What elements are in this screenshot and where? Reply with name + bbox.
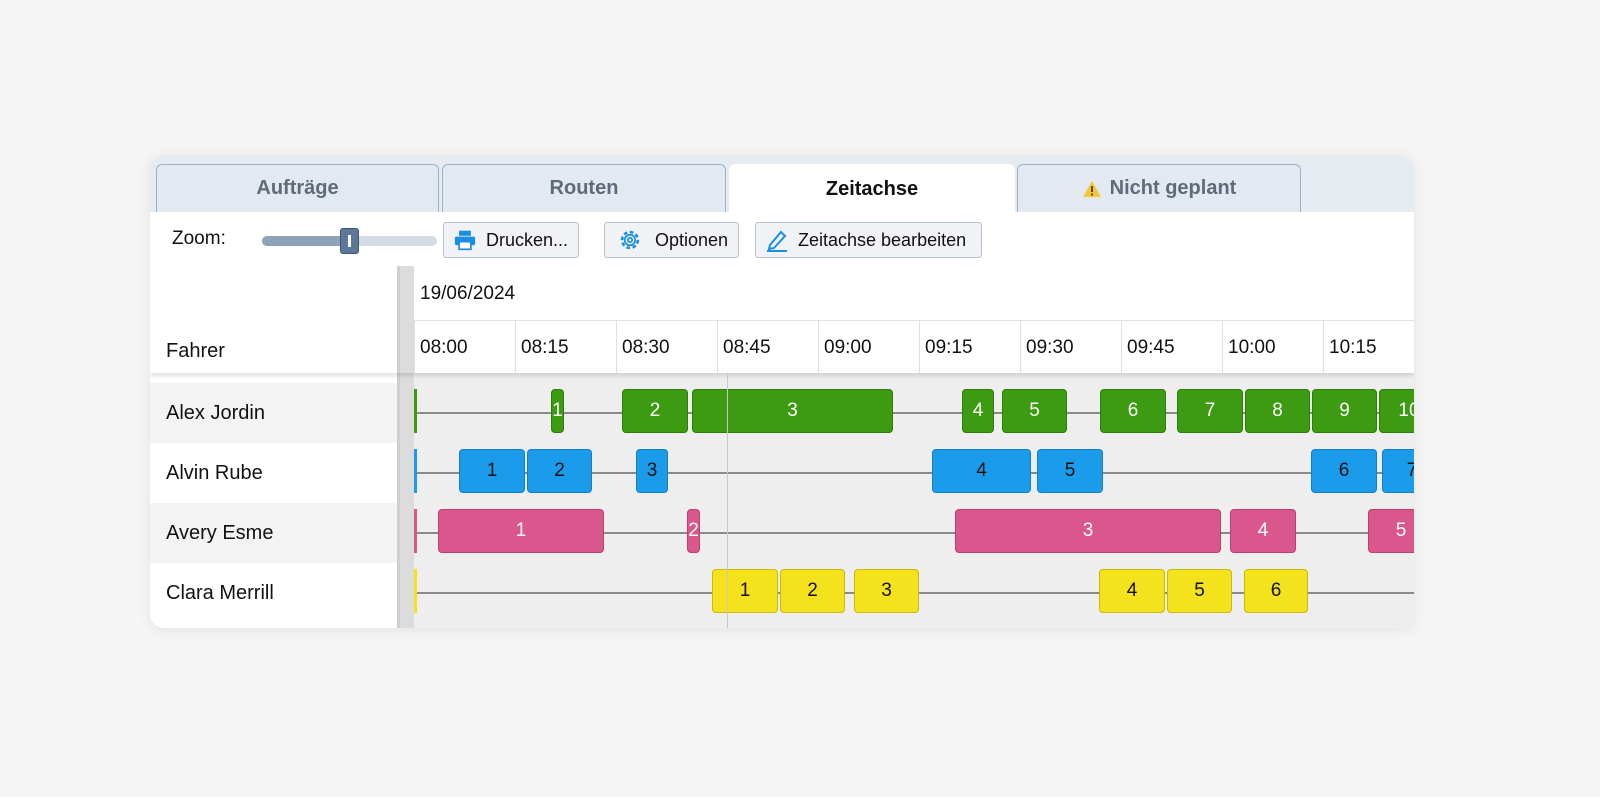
route-start (414, 389, 417, 433)
time-label: 08:45 (717, 321, 818, 373)
header-divider (414, 320, 1414, 321)
order-block[interactable]: 5 (1037, 449, 1103, 493)
order-block[interactable]: 1 (438, 509, 604, 553)
slider-thumb[interactable] (340, 228, 359, 254)
timeline-panel: Aufträge Routen Zeitachse Nicht geplant … (150, 155, 1414, 628)
route-start (414, 569, 417, 613)
route-start (414, 509, 417, 553)
tab[interactable]: Aufträge (156, 164, 439, 212)
order-block[interactable]: 2 (780, 569, 845, 613)
time-label: 09:45 (1121, 321, 1222, 373)
order-block[interactable]: 2 (687, 509, 700, 553)
order-block[interactable]: 1 (551, 389, 564, 433)
order-block[interactable]: 9 (1312, 389, 1377, 433)
print-icon (454, 230, 476, 251)
driver-label: Alvin Rube (166, 461, 263, 484)
order-block[interactable]: 5 (1002, 389, 1067, 433)
date-label: 19/06/2024 (420, 283, 516, 304)
order-block[interactable]: 5 (1167, 569, 1232, 613)
tab[interactable]: Routen (442, 164, 726, 212)
tab-label: Nicht geplant (1109, 177, 1237, 199)
route-start (414, 449, 417, 493)
order-block[interactable]: 5 (1368, 509, 1414, 553)
tab-label: Routen (549, 177, 619, 199)
route-line (414, 412, 1414, 414)
time-label: 08:00 (414, 321, 515, 373)
driver-list: Alex Jordin Alvin Rube Avery Esme Clara Mer… (150, 373, 397, 628)
order-block[interactable]: 2 (622, 389, 688, 433)
current-time-line (727, 373, 728, 628)
driver-label: Avery Esme (166, 521, 274, 544)
time-label: 08:15 (515, 321, 616, 373)
order-block[interactable]: 2 (527, 449, 592, 493)
time-label: 10:00 (1222, 321, 1323, 373)
driver-label: Alex Jordin (166, 401, 265, 424)
driver-name: Avery Esme (150, 503, 397, 563)
zoom-slider[interactable] (262, 228, 437, 254)
print-button[interactable]: Drucken... (443, 222, 579, 258)
time-label: 10:15 (1323, 321, 1414, 373)
slider-fill (262, 236, 350, 246)
order-block[interactable]: 10 (1379, 389, 1414, 433)
order-block[interactable]: 7 (1177, 389, 1243, 433)
order-block[interactable]: 3 (636, 449, 668, 493)
order-block[interactable]: 3 (955, 509, 1221, 553)
tab[interactable]: Nicht geplant (1017, 164, 1301, 212)
button-label: Drucken... (485, 229, 568, 250)
splitter (397, 266, 414, 373)
column-header: Fahrer (166, 340, 225, 362)
order-block[interactable]: 4 (932, 449, 1031, 493)
timeline-body: 12345678910123456712345123456 (414, 373, 1414, 628)
pen-icon (767, 230, 787, 252)
order-block[interactable]: 6 (1244, 569, 1308, 613)
tab-bar: Aufträge Routen Zeitachse Nicht geplant (150, 155, 1414, 213)
warning-icon (1082, 180, 1101, 197)
order-block[interactable]: 3 (854, 569, 919, 613)
toolbar: Zoom: Drucken... Optionen Zeitachse bear… (150, 212, 1414, 267)
button-label: Optionen (654, 229, 728, 250)
driver-label: Clara Merrill (166, 581, 274, 604)
order-block[interactable]: 4 (1230, 509, 1296, 553)
tab-active[interactable]: Zeitachse (729, 164, 1015, 213)
time-label: 09:30 (1020, 321, 1121, 373)
thumb-grip (348, 235, 351, 247)
time-label: 09:15 (919, 321, 1020, 373)
tab-label: Zeitachse (825, 177, 919, 200)
edit-button[interactable]: Zeitachse bearbeiten (755, 222, 982, 258)
order-block[interactable]: 1 (459, 449, 525, 493)
zoom-label: Zoom: (172, 228, 226, 249)
time-label: 09:00 (818, 321, 919, 373)
order-block[interactable]: 6 (1311, 449, 1377, 493)
order-block[interactable]: 1 (712, 569, 778, 613)
order-block[interactable]: 8 (1245, 389, 1310, 433)
route-line (414, 472, 1414, 474)
order-block[interactable]: 4 (1099, 569, 1165, 613)
time-label: 08:30 (616, 321, 717, 373)
button-label: Zeitachse bearbeiten (798, 229, 967, 250)
timeline-header: Fahrer 19/06/2024 08:00 08:15 08:30 08:45 09… (150, 266, 1414, 373)
time-scale: 08:00 08:15 08:30 08:45 09:00 09:15 09:30 09:45… (414, 266, 1414, 373)
order-block[interactable]: 4 (962, 389, 994, 433)
order-block[interactable]: 7 (1382, 449, 1414, 493)
options-button[interactable]: Optionen (604, 222, 739, 258)
order-block[interactable]: 3 (692, 389, 893, 433)
driver-name: Clara Merrill (150, 563, 397, 623)
order-block[interactable]: 6 (1100, 389, 1166, 433)
route-line (414, 532, 1414, 534)
splitter (397, 373, 414, 628)
tab-label: Aufträge (256, 177, 339, 199)
gear-icon (620, 230, 640, 250)
driver-name: Alvin Rube (150, 443, 397, 503)
driver-name: Alex Jordin (150, 383, 397, 443)
